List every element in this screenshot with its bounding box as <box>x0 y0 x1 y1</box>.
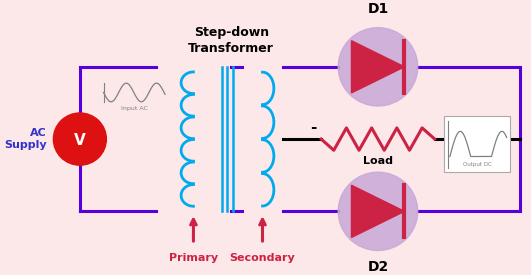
Text: -: - <box>310 120 316 135</box>
Text: Output DC: Output DC <box>463 162 492 167</box>
Text: Step-down: Step-down <box>194 26 269 39</box>
Text: AC
Supply: AC Supply <box>4 128 47 150</box>
Text: Input AC: Input AC <box>121 106 148 111</box>
Text: Load: Load <box>363 156 393 166</box>
Polygon shape <box>352 41 405 93</box>
Text: +: + <box>442 120 455 135</box>
Text: Primary: Primary <box>169 253 218 263</box>
Text: V: V <box>74 133 85 148</box>
Circle shape <box>338 172 418 251</box>
Polygon shape <box>352 185 405 237</box>
FancyBboxPatch shape <box>444 116 510 172</box>
Circle shape <box>54 113 106 165</box>
Circle shape <box>338 28 418 106</box>
Text: D2: D2 <box>367 260 389 274</box>
Text: Transformer: Transformer <box>189 42 274 55</box>
Text: D1: D1 <box>367 2 389 16</box>
Text: Secondary: Secondary <box>229 253 295 263</box>
